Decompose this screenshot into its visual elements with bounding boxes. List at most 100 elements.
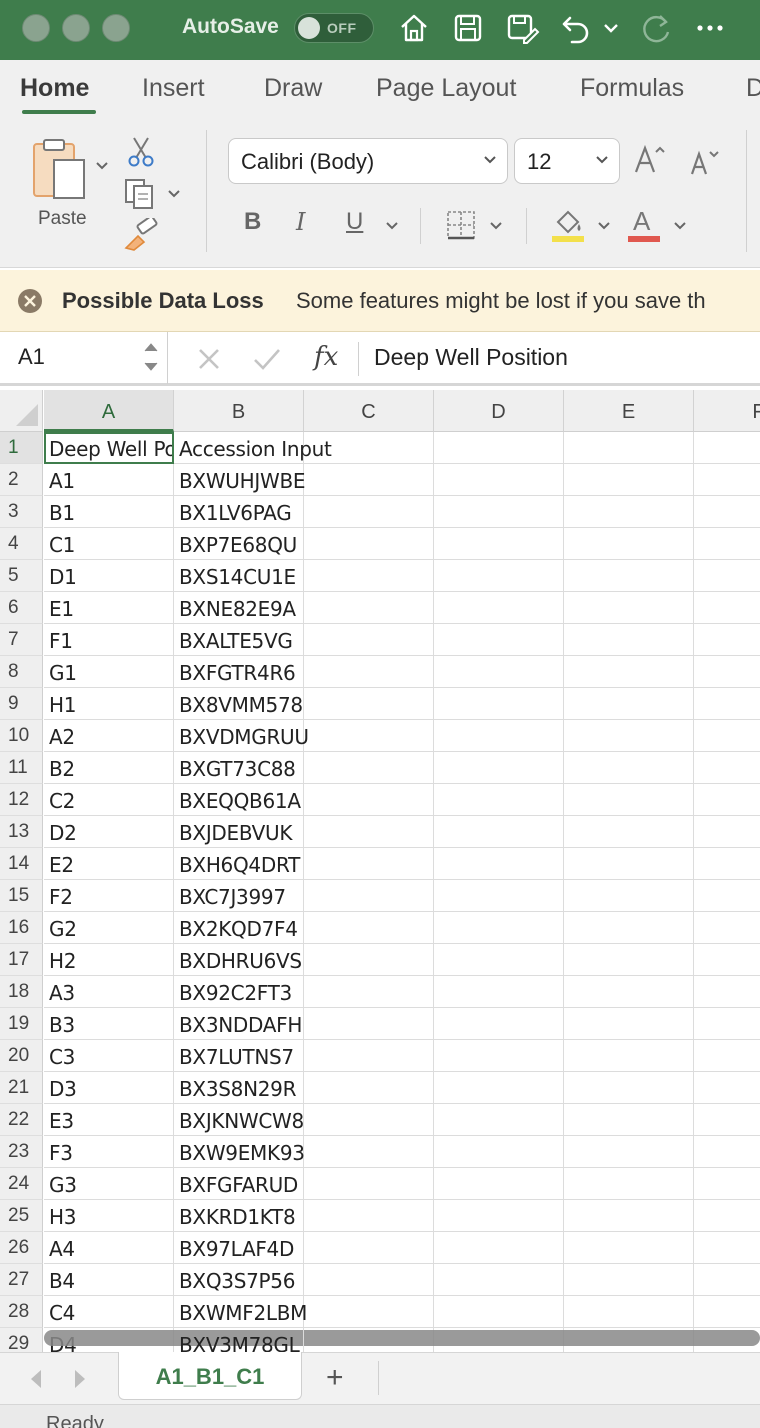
cell-a12[interactable]: C2 <box>44 784 174 816</box>
cell-e21[interactable] <box>564 1072 694 1104</box>
increase-font-size-icon[interactable] <box>632 142 668 178</box>
tab-draw[interactable]: Draw <box>264 74 323 102</box>
cell-e22[interactable] <box>564 1104 694 1136</box>
cell-d28[interactable] <box>434 1296 564 1328</box>
cell-a2[interactable]: A1 <box>44 464 174 496</box>
cell-b8[interactable]: BXFGTR4R6 <box>174 656 304 688</box>
cell-c4[interactable] <box>304 528 434 560</box>
row-header[interactable]: 29 <box>0 1328 43 1352</box>
cell-b16[interactable]: BX2KQD7F4 <box>174 912 304 944</box>
cell-f4[interactable] <box>694 528 760 560</box>
row-header[interactable]: 20 <box>0 1040 43 1072</box>
borders-dropdown-icon[interactable] <box>488 218 504 234</box>
cell-b18[interactable]: BX92C2FT3 <box>174 976 304 1008</box>
cell-c27[interactable] <box>304 1264 434 1296</box>
cell-e4[interactable] <box>564 528 694 560</box>
cell-b9[interactable]: BX8VMM578 <box>174 688 304 720</box>
cell-a9[interactable]: H1 <box>44 688 174 720</box>
horizontal-scrollbar[interactable] <box>44 1330 760 1346</box>
cell-e16[interactable] <box>564 912 694 944</box>
cell-b17[interactable]: BXDHRU6VS <box>174 944 304 976</box>
save-as-icon[interactable] <box>504 10 540 46</box>
cell-a3[interactable]: B1 <box>44 496 174 528</box>
row-header[interactable]: 16 <box>0 912 43 944</box>
row-header[interactable]: 9 <box>0 688 43 720</box>
cell-c25[interactable] <box>304 1200 434 1232</box>
cell-d24[interactable] <box>434 1168 564 1200</box>
row-header[interactable]: 27 <box>0 1264 43 1296</box>
cell-e14[interactable] <box>564 848 694 880</box>
cell-c2[interactable] <box>304 464 434 496</box>
cell-c15[interactable] <box>304 880 434 912</box>
cell-d8[interactable] <box>434 656 564 688</box>
formula-input[interactable]: Deep Well Position <box>374 344 568 370</box>
cell-b1[interactable]: Accession Input <box>174 432 332 464</box>
cell-e9[interactable] <box>564 688 694 720</box>
row-header[interactable]: 18 <box>0 976 43 1008</box>
column-header-a[interactable]: A <box>44 390 174 432</box>
cell-a22[interactable]: E3 <box>44 1104 174 1136</box>
row-header[interactable]: 2 <box>0 464 43 496</box>
cell-b22[interactable]: BXJKNWCW8 <box>174 1104 304 1136</box>
cell-e8[interactable] <box>564 656 694 688</box>
cell-c14[interactable] <box>304 848 434 880</box>
row-header[interactable]: 6 <box>0 592 43 624</box>
cell-c19[interactable] <box>304 1008 434 1040</box>
cell-f28[interactable] <box>694 1296 760 1328</box>
cell-e20[interactable] <box>564 1040 694 1072</box>
cell-a6[interactable]: E1 <box>44 592 174 624</box>
cell-a4[interactable]: C1 <box>44 528 174 560</box>
cell-c18[interactable] <box>304 976 434 1008</box>
cell-e18[interactable] <box>564 976 694 1008</box>
fill-color-dropdown-icon[interactable] <box>596 218 612 234</box>
cell-e17[interactable] <box>564 944 694 976</box>
cell-c20[interactable] <box>304 1040 434 1072</box>
column-header-b[interactable]: B <box>174 390 304 432</box>
font-color-button[interactable]: A <box>626 206 662 244</box>
cell-b26[interactable]: BX97LAF4D <box>174 1232 304 1264</box>
cell-b14[interactable]: BXH6Q4DRT <box>174 848 304 880</box>
cell-e23[interactable] <box>564 1136 694 1168</box>
close-window-button[interactable] <box>22 14 50 42</box>
confirm-entry-icon[interactable] <box>252 346 282 372</box>
cell-c6[interactable] <box>304 592 434 624</box>
row-header[interactable]: 23 <box>0 1136 43 1168</box>
cell-f22[interactable] <box>694 1104 760 1136</box>
minimize-window-button[interactable] <box>62 14 90 42</box>
cell-b27[interactable]: BXQ3S7P56 <box>174 1264 304 1296</box>
cancel-entry-icon[interactable] <box>196 346 222 372</box>
format-painter-icon[interactable] <box>122 218 160 252</box>
cell-b21[interactable]: BX3S8N29R <box>174 1072 304 1104</box>
cell-b23[interactable]: BXW9EMK93 <box>174 1136 305 1168</box>
cell-b24[interactable]: BXFGFARUD <box>174 1168 304 1200</box>
redo-icon[interactable] <box>638 10 674 46</box>
cell-f24[interactable] <box>694 1168 760 1200</box>
row-header[interactable]: 7 <box>0 624 43 656</box>
cell-a13[interactable]: D2 <box>44 816 174 848</box>
row-header[interactable]: 19 <box>0 1008 43 1040</box>
cell-e28[interactable] <box>564 1296 694 1328</box>
cell-e19[interactable] <box>564 1008 694 1040</box>
cell-d9[interactable] <box>434 688 564 720</box>
cell-a1[interactable]: Deep Well Position <box>44 432 174 464</box>
cell-e7[interactable] <box>564 624 694 656</box>
font-name-select[interactable]: Calibri (Body) <box>228 138 508 184</box>
column-header-e[interactable]: E <box>564 390 694 432</box>
cell-d1[interactable] <box>434 432 564 464</box>
cell-f27[interactable] <box>694 1264 760 1296</box>
copy-icon[interactable] <box>122 176 158 212</box>
tab-insert[interactable]: Insert <box>142 74 205 102</box>
row-header[interactable]: 28 <box>0 1296 43 1328</box>
cell-f6[interactable] <box>694 592 760 624</box>
cell-f19[interactable] <box>694 1008 760 1040</box>
font-color-dropdown-icon[interactable] <box>672 218 688 234</box>
cell-e15[interactable] <box>564 880 694 912</box>
cell-d2[interactable] <box>434 464 564 496</box>
cell-b15[interactable]: BXC7J3997 <box>174 880 304 912</box>
cell-b2[interactable]: BXWUHJWBE <box>174 464 306 496</box>
cell-b28[interactable]: BXWMF2LBM <box>174 1296 307 1328</box>
cell-d13[interactable] <box>434 816 564 848</box>
cell-f1[interactable] <box>694 432 760 464</box>
cell-a16[interactable]: G2 <box>44 912 174 944</box>
sheet-tab-active[interactable]: A1_B1_C1 <box>118 1352 302 1400</box>
